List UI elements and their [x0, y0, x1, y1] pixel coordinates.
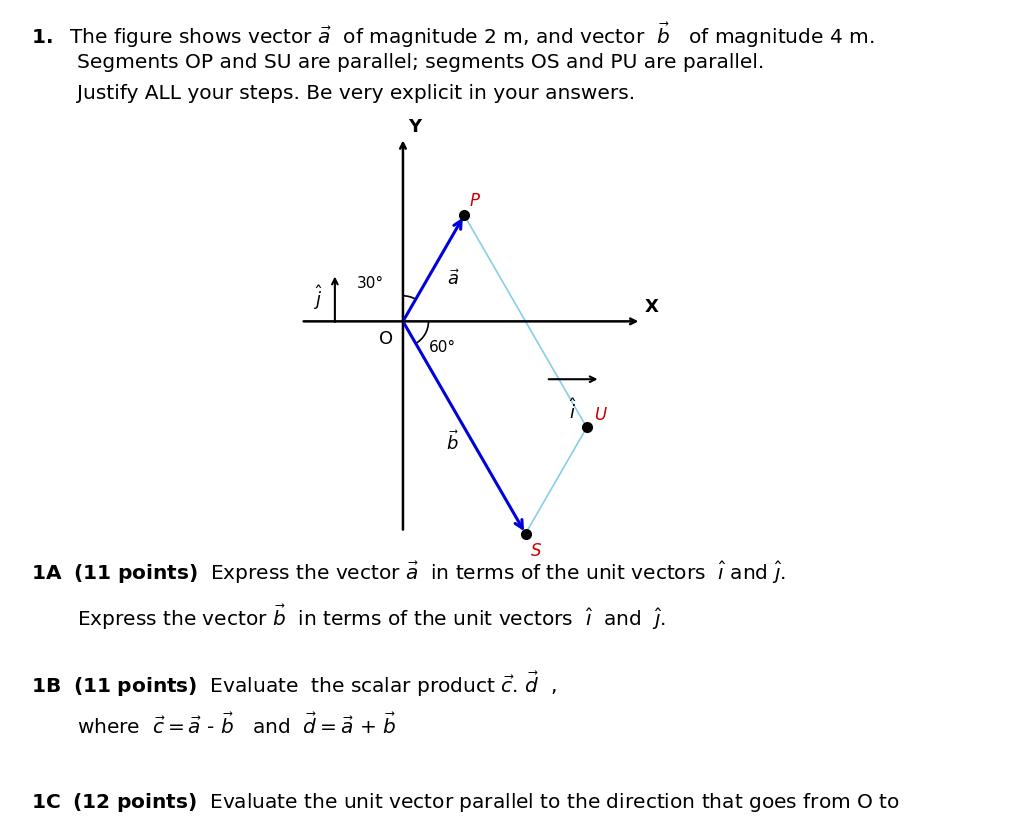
Text: Express the vector $\vec{b}$  in terms of the unit vectors  $\hat{\imath}$  and : Express the vector $\vec{b}$ in terms of… — [77, 602, 666, 632]
Text: $\vec{b}$: $\vec{b}$ — [445, 430, 459, 454]
Text: $\hat{j}$: $\hat{j}$ — [312, 283, 323, 312]
Text: S: S — [531, 542, 542, 560]
Text: 30°: 30° — [356, 276, 384, 292]
Text: $\vec{a}$: $\vec{a}$ — [447, 270, 460, 289]
Text: X: X — [645, 298, 658, 316]
Text: U: U — [594, 406, 606, 424]
Text: $\hat{i}$: $\hat{i}$ — [569, 398, 578, 423]
Text: $\mathbf{1C}$  $\mathbf{(12\ points)}$  Evaluate the unit vector parallel to the: $\mathbf{1C}$ $\mathbf{(12\ points)}$ Ev… — [31, 791, 899, 814]
Text: $\mathbf{1.}$  The figure shows vector $\vec{a}$  of magnitude 2 m, and vector  : $\mathbf{1.}$ The figure shows vector $\… — [31, 20, 874, 50]
Text: $\mathbf{1A}$  $\mathbf{(11\ points)}$  Express the vector $\vec{a}$  in terms o: $\mathbf{1A}$ $\mathbf{(11\ points)}$ Ex… — [31, 560, 785, 586]
Text: 60°: 60° — [429, 340, 456, 355]
Text: Y: Y — [409, 118, 422, 136]
Text: $\mathbf{1B}$  $\mathbf{(11\ points)}$  Evaluate  the scalar product $\vec{c}$. : $\mathbf{1B}$ $\mathbf{(11\ points)}$ Ev… — [31, 670, 556, 699]
Text: Segments OP and SU are parallel; segments OS and PU are parallel.: Segments OP and SU are parallel; segment… — [77, 53, 764, 72]
Text: P: P — [470, 192, 479, 210]
Text: where  $\vec{c} = \vec{a}$ - $\vec{b}$   and  $\vec{d} = \vec{a}$ + $\vec{b}$: where $\vec{c} = \vec{a}$ - $\vec{b}$ an… — [77, 712, 396, 738]
Text: Justify ALL your steps. Be very explicit in your answers.: Justify ALL your steps. Be very explicit… — [77, 84, 635, 103]
Text: O: O — [379, 329, 393, 347]
